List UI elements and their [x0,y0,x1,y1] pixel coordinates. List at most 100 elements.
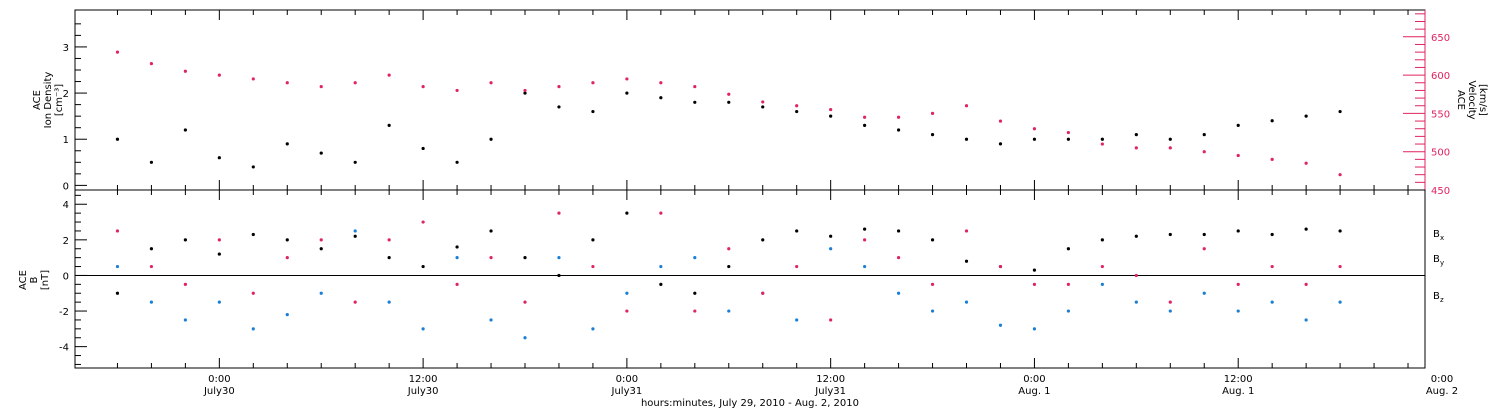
data-point [1236,309,1240,313]
data-point [1066,309,1070,313]
data-point [1032,327,1037,331]
data-point [863,115,867,119]
data-point [115,291,120,295]
field-tick-label: -4 [59,343,69,354]
data-point [387,73,391,77]
field-axis: -4 -2 0 2 4 [59,194,87,365]
velocity-tick-label: 650 [1431,33,1450,44]
time-axis: 0:00July3012:00July300:00July3112:00July… [116,10,1458,397]
data-point [998,119,1003,123]
data-point [319,238,323,242]
data-point [217,252,221,256]
data-point [1134,234,1138,238]
data-point [421,220,425,224]
date-tick-label: Aug. 1 [1222,386,1254,397]
data-point [1304,282,1308,286]
data-point [761,105,765,109]
field-label-line2: B [29,276,40,283]
velocity-tick-label: 500 [1431,148,1450,159]
data-point [1270,119,1274,123]
data-point [795,318,799,322]
data-point [998,264,1003,269]
data-point [1066,247,1070,251]
density-axis: 0 1 2 3 [63,23,87,192]
data-point [1134,273,1138,278]
data-point [489,229,493,233]
velocity-axis: 450 500 550 600 650 [1403,10,1450,197]
data-point [217,300,221,304]
data-point [353,81,357,85]
data-point [896,229,901,233]
density-label-line3: [cm⁻³] [54,84,65,116]
data-point [1168,232,1172,237]
data-point [251,165,255,169]
data-point [896,256,901,260]
data-point [455,245,459,249]
velocity-tick-label: 450 [1431,186,1450,197]
data-point [183,128,187,132]
data-point [387,300,391,304]
data-point [1304,161,1308,165]
data-point [115,264,120,269]
data-point [591,81,595,85]
legend-label-bx: B [1433,229,1440,240]
data-point [421,264,425,269]
data-point [353,300,357,304]
legend-subscript: x [1440,234,1444,242]
data-point [1338,300,1342,304]
data-point [149,247,154,251]
data-point [659,81,663,85]
data-point [896,291,901,295]
data-point [251,232,255,237]
data-point [149,160,154,164]
data-point [183,69,187,73]
field-label-line3: [nT] [40,270,51,290]
data-point [1134,300,1138,304]
data-point [1236,229,1240,233]
top-panel-frame [74,9,1426,191]
data-point [523,91,527,95]
data-point [659,264,663,269]
data-point [1066,130,1070,135]
data-point [557,105,561,109]
data-point [1100,142,1104,146]
density-tick-label: 1 [63,135,69,146]
data-point [1032,137,1037,141]
data-point [727,100,731,104]
time-tick-label: 12:00 [816,374,845,385]
data-point [523,336,527,340]
data-point [964,104,969,108]
data-point [659,96,663,100]
data-point [1168,137,1172,141]
density-tick-label: 2 [63,89,69,100]
data-point [353,229,357,233]
data-point [149,264,154,269]
data-point [1066,282,1070,286]
data-point [523,300,527,304]
date-tick-label: Aug. 2 [1426,386,1458,397]
data-point [455,256,459,260]
data-point [863,238,867,242]
data-point [1236,123,1240,127]
data-point [1202,291,1206,295]
data-point [727,92,731,96]
data-point [115,229,120,233]
data-point [930,111,935,116]
data-point [489,137,493,141]
data-point [625,91,629,95]
data-point [998,142,1003,146]
data-point [625,77,629,81]
data-point [1168,146,1172,150]
data-point [1338,173,1342,177]
date-tick-label: Aug. 1 [1018,386,1050,397]
data-point [591,264,595,269]
data-point [1066,137,1070,141]
data-point [489,256,493,260]
data-point [795,109,799,114]
field-tick-label: -2 [59,307,69,318]
data-point [421,146,425,151]
data-point [761,100,765,104]
data-point [1304,318,1308,322]
data-point [795,104,799,108]
